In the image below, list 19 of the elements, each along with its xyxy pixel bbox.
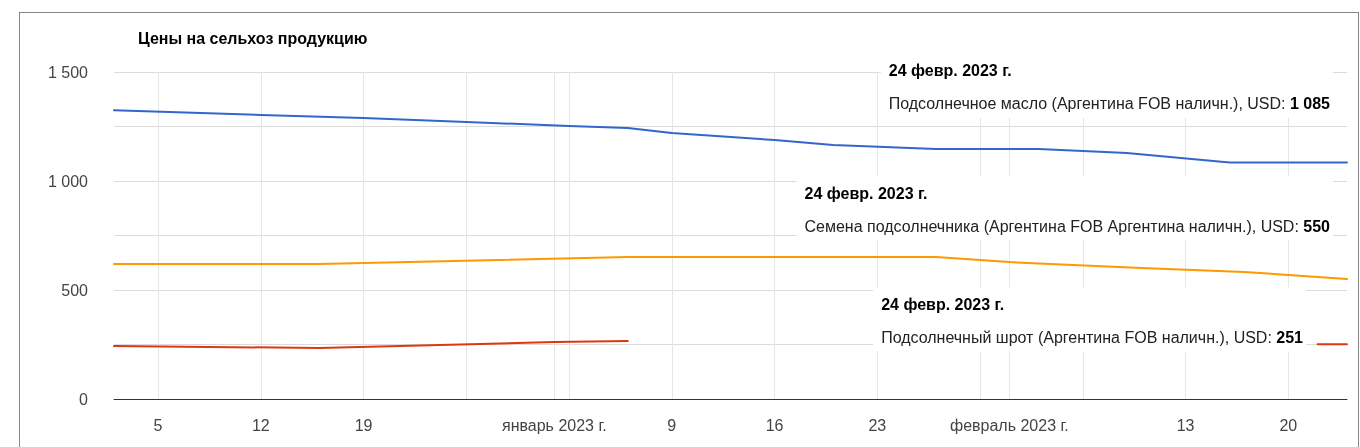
x-tick-label: 12 bbox=[251, 416, 270, 434]
y-tick-label: 0 bbox=[79, 390, 89, 408]
y-tick-label: 1 000 bbox=[47, 172, 89, 190]
x-tick-label: январь 2023 г. bbox=[501, 416, 607, 434]
y-tick-label: 1 500 bbox=[47, 63, 89, 81]
x-tick-label: февраль 2023 г. bbox=[949, 416, 1069, 434]
line-series bbox=[113, 256, 1348, 281]
x-tick-label: 9 bbox=[667, 416, 677, 434]
annotation: 24 февр. 2023 г. Подсолнечный шрот (Аргентина FOB наличн.), USD: 251 bbox=[881, 295, 1304, 346]
x-tick-label: 13 bbox=[1176, 416, 1195, 434]
annotation: 24 февр. 2023 г. Семена подсолнечника (Аргентина FOB Аргентина наличн.), USD: 550 bbox=[804, 184, 1331, 235]
x-tick-label: 20 bbox=[1279, 416, 1298, 434]
annotation: 24 февр. 2023 г. Подсолнечное масло (Аргентина FOB наличн.), USD: 1 085 bbox=[888, 61, 1331, 112]
x-tick-label: 5 bbox=[153, 416, 163, 434]
y-tick-label: 500 bbox=[61, 281, 89, 299]
x-tick-label: 16 bbox=[765, 416, 784, 434]
x-tick-label: 19 bbox=[354, 416, 373, 434]
x-tick-label: 23 bbox=[868, 416, 887, 434]
chart-title: Цены на сельхоз продукцию bbox=[138, 29, 368, 47]
